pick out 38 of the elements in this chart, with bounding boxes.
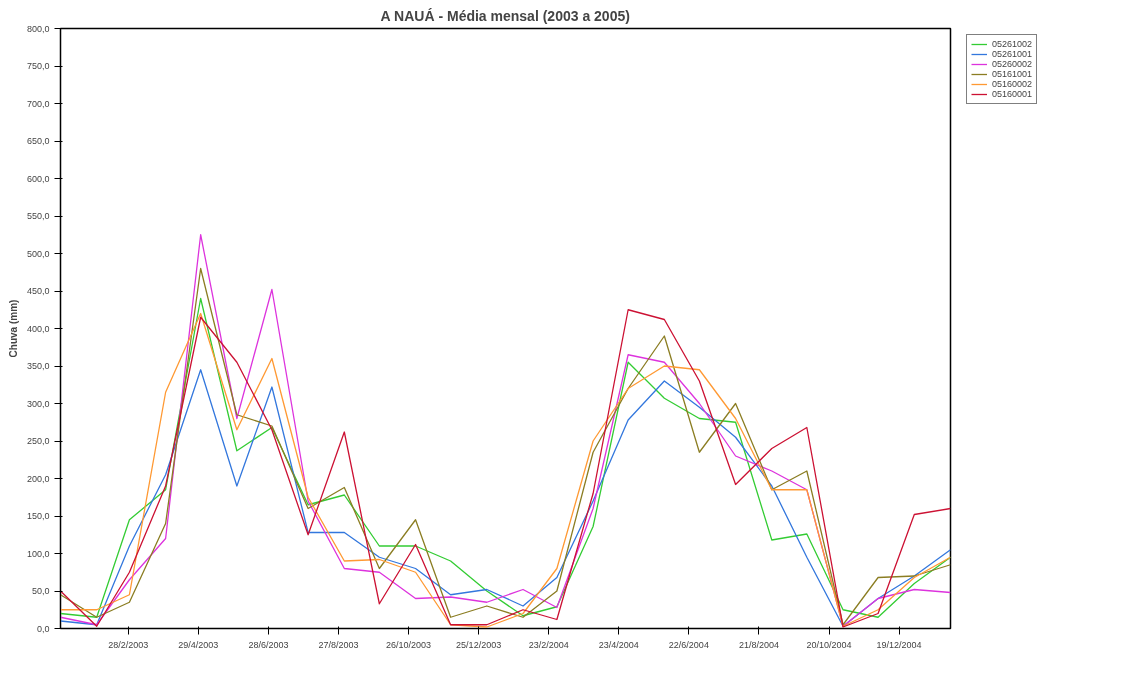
x-tick-label: 25/12/2003: [456, 639, 502, 650]
x-tick-label: 23/4/2004: [598, 639, 639, 650]
legend-label: 05160001: [992, 89, 1033, 99]
x-tick-label: 19/12/2004: [876, 639, 922, 650]
y-tick-label: 500,0: [26, 248, 50, 259]
y-tick-label: 300,0: [26, 398, 50, 409]
legend-label: 05261002: [992, 39, 1033, 49]
chart-title: A NAUÁ - Média mensal (2003 a 2005): [380, 7, 630, 24]
legend-label: 05160002: [992, 79, 1033, 89]
y-tick-label: 50,0: [31, 586, 50, 596]
x-tick-label: 26/10/2003: [386, 639, 432, 650]
y-tick-label: 800,0: [26, 23, 50, 34]
y-tick-label: 150,0: [26, 511, 50, 521]
x-tick-label: 20/10/2004: [806, 639, 852, 650]
y-tick-label: 550,0: [26, 211, 50, 221]
x-tick-label: 21/8/2004: [738, 639, 779, 650]
y-tick-label: 200,0: [26, 473, 50, 484]
legend-label: 05261001: [992, 49, 1033, 59]
y-tick-label: 350,0: [26, 361, 50, 371]
y-tick-label: 450,0: [26, 286, 50, 296]
y-tick-label: 700,0: [26, 98, 50, 109]
x-tick-label: 28/2/2003: [108, 639, 149, 650]
x-tick-label: 28/6/2003: [248, 639, 289, 650]
x-tick-label: 29/4/2003: [178, 639, 219, 650]
y-axis-title: Chuva (mm): [7, 299, 19, 358]
legend-label: 05260002: [992, 59, 1033, 69]
y-tick-label: 100,0: [26, 548, 50, 559]
y-tick-label: 650,0: [26, 136, 50, 146]
legend-label: 05161001: [992, 69, 1033, 79]
x-tick-label: 22/6/2004: [668, 639, 709, 650]
y-tick-label: 400,0: [26, 323, 50, 334]
y-tick-label: 250,0: [26, 436, 50, 446]
x-tick-label: 23/2/2004: [528, 639, 569, 650]
line-series: [60, 369, 951, 627]
y-tick-label: 600,0: [26, 173, 50, 184]
x-tick-label: 27/8/2003: [318, 639, 359, 650]
y-tick-label: 750,0: [26, 61, 50, 71]
y-tick-label: 0,0: [36, 623, 50, 634]
